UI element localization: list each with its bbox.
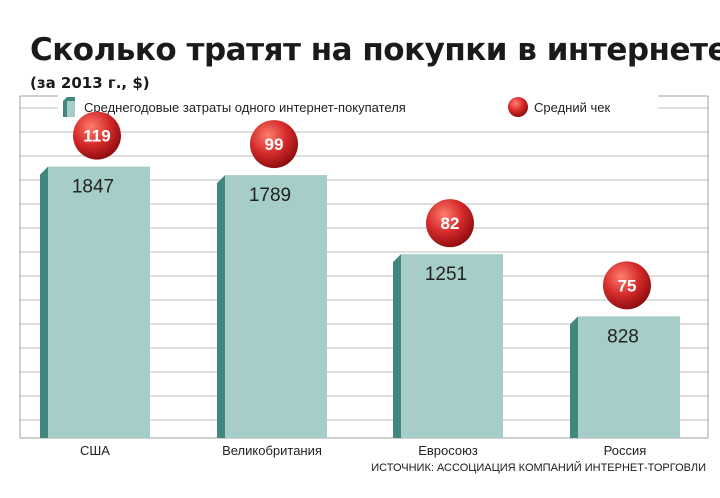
bars: 1847 119 1789 99 1251 82 828 75 xyxy=(40,111,680,439)
category-label: США xyxy=(80,443,110,458)
bar-group: 1789 99 xyxy=(217,120,327,438)
avg-check-label: 75 xyxy=(618,276,637,295)
avg-check-label: 119 xyxy=(83,127,110,146)
category-label: Евросоюз xyxy=(418,443,478,458)
avg-check-label: 99 xyxy=(265,135,284,154)
category-label: Россия xyxy=(604,443,647,458)
bar-group: 1251 82 xyxy=(393,199,503,438)
legend-swatch-bubble xyxy=(508,97,528,117)
bar xyxy=(48,166,150,439)
bar-side xyxy=(393,254,401,438)
chart-subtitle: (за 2013 г., $) xyxy=(30,74,150,92)
avg-check-bubble xyxy=(73,111,121,160)
bar-group: 1847 119 xyxy=(40,111,150,439)
avg-check-bubble xyxy=(603,261,651,310)
bar-value-label: 1847 xyxy=(72,177,114,198)
bar xyxy=(401,254,503,438)
source-note: ИСТОЧНИК: АССОЦИАЦИЯ КОМПАНИЙ ИНТЕРНЕТ-Т… xyxy=(371,462,706,474)
chart-title: Сколько тратят на покупки в интернете xyxy=(30,32,720,68)
legend-background xyxy=(58,94,658,116)
legend-label-spending: Среднегодовые затраты одного интернет-по… xyxy=(84,100,406,115)
legend-item-avg-check: Средний чек xyxy=(508,97,610,117)
bar-value-label: 1789 xyxy=(249,185,291,206)
avg-check-bubble xyxy=(426,199,474,248)
bar-side xyxy=(40,166,48,439)
avg-check-label: 82 xyxy=(441,214,460,233)
bar-value-label: 828 xyxy=(607,326,639,347)
legend-swatch-face xyxy=(67,101,75,117)
legend-label-avg-check: Средний чек xyxy=(534,100,610,115)
avg-check-bubble xyxy=(250,120,298,169)
category-labels: США Великобритания Евросоюз Россия xyxy=(80,443,646,458)
bar-side xyxy=(217,175,225,438)
category-label: Великобритания xyxy=(222,443,322,458)
legend: Среднегодовые затраты одного интернет-по… xyxy=(58,94,658,117)
bar-group: 828 75 xyxy=(570,261,680,438)
bar xyxy=(578,316,680,438)
bar-side xyxy=(570,316,578,438)
bar xyxy=(225,175,327,438)
legend-item-spending: Среднегодовые затраты одного интернет-по… xyxy=(63,97,406,117)
bar-value-label: 1251 xyxy=(425,264,467,285)
